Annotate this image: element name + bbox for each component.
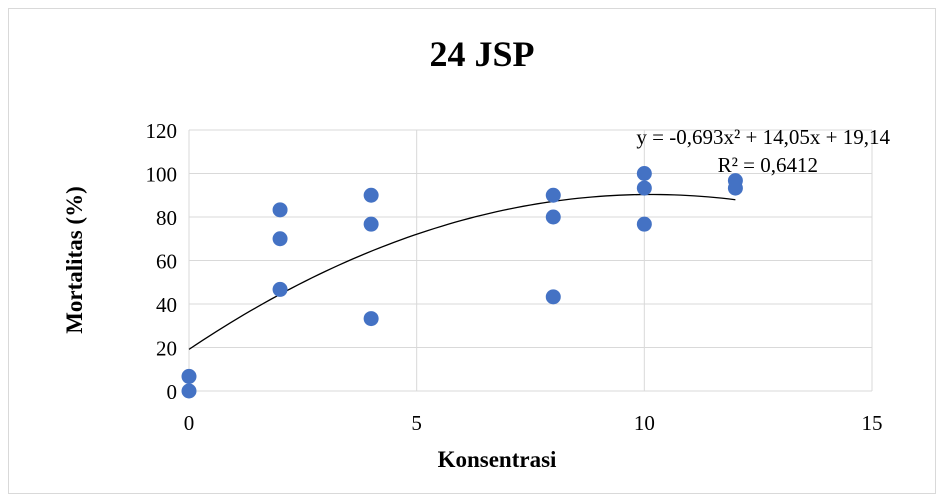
data-point [363, 216, 379, 232]
data-point [545, 209, 561, 225]
y-tick-label: 100 [146, 163, 178, 187]
trendline [188, 193, 736, 350]
chart-title: 24 JSP [429, 34, 534, 74]
points-layer [181, 166, 743, 399]
data-point [636, 166, 652, 181]
data-point [181, 368, 197, 384]
y-tick-label: 20 [156, 337, 177, 361]
y-tick-label: 120 [146, 119, 178, 143]
x-tick-label: 0 [184, 411, 195, 435]
data-point [272, 202, 288, 218]
x-tick-label: 15 [862, 411, 883, 435]
data-point [272, 281, 288, 297]
trendline-layer [188, 193, 736, 350]
y-tick-label: 60 [156, 250, 177, 274]
y-tick-label: 40 [156, 293, 177, 317]
trendline-r-squared: R² = 0,6412 [718, 153, 818, 177]
data-point [363, 187, 379, 203]
y-axis-label: Mortalitas (%) [62, 186, 87, 334]
data-point [727, 173, 743, 189]
data-point [636, 180, 652, 196]
y-tick-label: 0 [167, 380, 178, 404]
x-tick-label: 10 [634, 411, 655, 435]
trendline-equation: y = -0,693x² + 14,05x + 19,14 [636, 125, 890, 149]
tick-labels: 0 20 40 60 80 100 120 0 5 10 15 [146, 119, 883, 435]
data-point [636, 216, 652, 232]
data-point [545, 187, 561, 203]
x-axis-label: Konsentrasi [438, 447, 557, 472]
x-tick-label: 5 [411, 411, 422, 435]
data-point [181, 383, 197, 399]
data-point [363, 311, 379, 327]
data-point [545, 289, 561, 305]
y-tick-label: 80 [156, 206, 177, 230]
chart-frame [8, 8, 936, 494]
data-point [272, 231, 288, 247]
